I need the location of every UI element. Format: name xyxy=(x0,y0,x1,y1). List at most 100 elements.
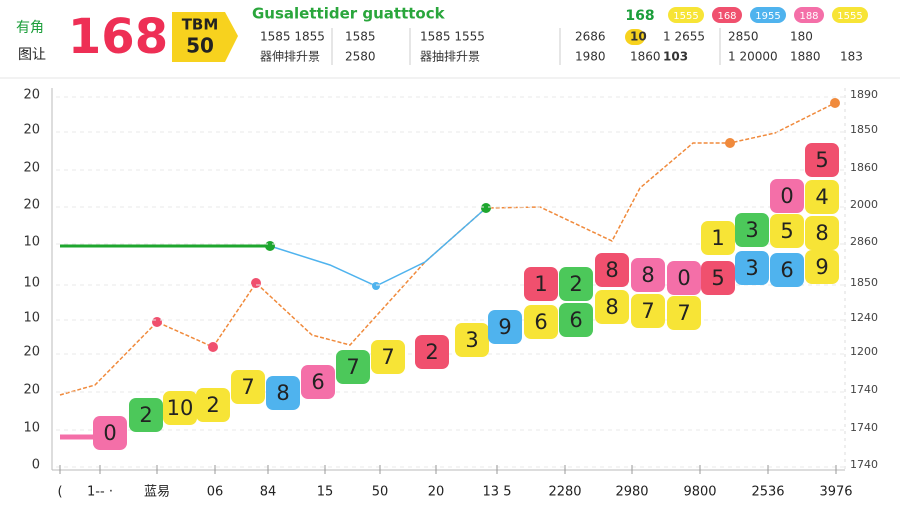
tile: 10 xyxy=(163,391,197,425)
tile: 4 xyxy=(805,180,839,214)
left-axis-label: 10 xyxy=(23,235,40,250)
tile: 8 xyxy=(595,253,629,287)
pill xyxy=(712,7,742,23)
stat: 1585 1855 xyxy=(260,30,325,44)
stat: 器伸排升景 xyxy=(260,50,320,64)
tile: 8 xyxy=(631,258,665,292)
right-axis-label: 1740 xyxy=(850,458,878,471)
tile-label: 9 xyxy=(498,315,511,339)
tile-label: 8 xyxy=(641,263,654,287)
tile-label: 2 xyxy=(139,403,152,427)
tile-box xyxy=(805,143,839,177)
x-label: 20 xyxy=(428,485,445,500)
stat: 2686 xyxy=(575,30,606,44)
stat: 1585 1555 xyxy=(420,30,485,44)
tile-label: 7 xyxy=(381,345,394,369)
tile-label: 8 xyxy=(605,295,618,319)
tile: 0 xyxy=(770,179,804,213)
tile-label: 0 xyxy=(103,421,116,445)
tile: 2 xyxy=(559,267,593,301)
pill-label: 1955 xyxy=(755,11,780,22)
right-axis-label: 1850 xyxy=(850,123,878,136)
tile-box xyxy=(301,365,335,399)
tile-label: 5 xyxy=(815,148,828,172)
tile-label: 7 xyxy=(241,375,254,399)
stat: 183 xyxy=(840,50,863,64)
stat: 2850 xyxy=(728,30,759,44)
x-label: 06 xyxy=(207,485,224,500)
dot xyxy=(152,317,162,327)
tile-label: 0 xyxy=(780,184,793,208)
tile: 7 xyxy=(667,296,701,330)
tile-label: 1 xyxy=(534,272,547,296)
tile-label: 5 xyxy=(780,219,793,243)
tile-label: 6 xyxy=(780,258,793,282)
dot xyxy=(725,138,735,148)
right-axis-label: 1240 xyxy=(850,311,878,324)
stat: 2580 xyxy=(345,50,376,64)
x-label: ( xyxy=(57,485,62,500)
right-axis-label: 1860 xyxy=(850,161,878,174)
tile-box xyxy=(371,340,405,374)
stat: 器抽排升景 xyxy=(420,50,480,64)
stat: 10 xyxy=(630,30,647,44)
tile-label: 6 xyxy=(569,308,582,332)
tile-box xyxy=(667,261,701,295)
x-label: 2536 xyxy=(751,485,784,500)
tile: 3 xyxy=(455,323,489,357)
left-axis-label: 0 xyxy=(32,458,40,473)
tile: 7 xyxy=(336,350,370,384)
tile-box xyxy=(163,391,197,425)
tile: 5 xyxy=(701,261,735,295)
right-axis-label: 1890 xyxy=(850,88,878,101)
tile: 8 xyxy=(595,290,629,324)
tile-box xyxy=(336,350,370,384)
tile-label: 9 xyxy=(815,255,828,279)
tile-box xyxy=(701,261,735,295)
tile-label: 8 xyxy=(276,381,289,405)
tile-label: 7 xyxy=(641,299,654,323)
tile-box xyxy=(488,310,522,344)
tile: 3 xyxy=(735,213,769,247)
tile-label: 8 xyxy=(605,258,618,282)
right-axis-label: 2000 xyxy=(850,198,878,211)
side-label: 有角 xyxy=(16,20,44,36)
left-axis-label: 20 xyxy=(23,161,40,176)
tile-box xyxy=(735,251,769,285)
x-label: 2280 xyxy=(548,485,581,500)
left-axis-label: 10 xyxy=(23,421,40,436)
tile: 9 xyxy=(488,310,522,344)
left-axis-label: 20 xyxy=(23,383,40,398)
tile-label: 2 xyxy=(425,340,438,364)
tile-label: 1 xyxy=(711,226,724,250)
pill xyxy=(750,7,786,23)
stat: 103 xyxy=(663,50,688,64)
tile-box xyxy=(805,216,839,250)
pill xyxy=(794,7,824,23)
tile-box xyxy=(266,376,300,410)
tile-label: 5 xyxy=(711,266,724,290)
trend-dots xyxy=(152,98,840,352)
trend-line xyxy=(269,207,487,287)
tile: 6 xyxy=(559,303,593,337)
tile: 6 xyxy=(524,305,558,339)
tile-box xyxy=(805,180,839,214)
tile-box xyxy=(559,303,593,337)
tile-label: 7 xyxy=(677,301,690,325)
tile: 8 xyxy=(805,216,839,250)
dot xyxy=(265,241,275,251)
right-axis-label: 1850 xyxy=(850,276,878,289)
tile: 7 xyxy=(631,294,665,328)
right-axis-label: 1740 xyxy=(850,421,878,434)
dot xyxy=(251,278,261,288)
tile-label: 0 xyxy=(677,266,690,290)
x-label: 蓝易 xyxy=(144,485,170,500)
tile-label: 6 xyxy=(534,310,547,334)
side-label: 图让 xyxy=(18,47,46,63)
tile: 5 xyxy=(770,214,804,248)
tile-label: 8 xyxy=(815,221,828,245)
tile-box xyxy=(559,267,593,301)
tile-box xyxy=(415,335,449,369)
tile-label: 2 xyxy=(569,272,582,296)
badge-bottom: 50 xyxy=(186,34,214,58)
